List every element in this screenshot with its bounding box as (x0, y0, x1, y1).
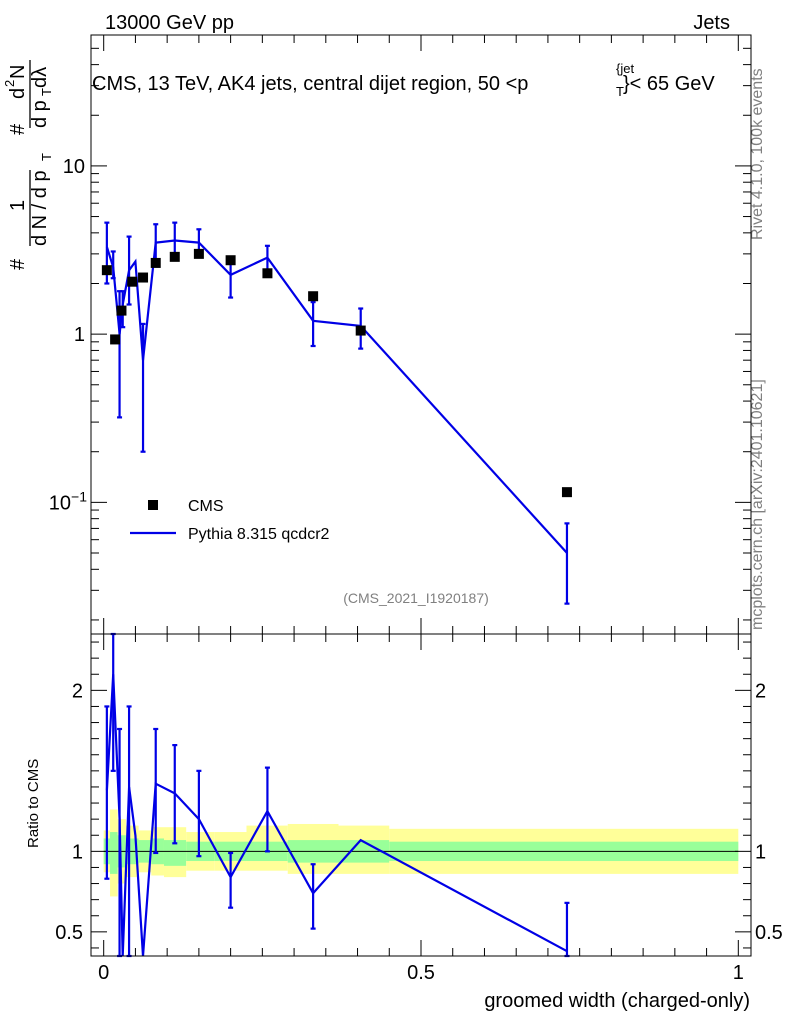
svg-text:dλ: dλ (29, 67, 51, 88)
svg-text:T: T (39, 88, 54, 96)
cms-data-point (127, 276, 138, 287)
cms-data-point (169, 251, 180, 262)
main-y-axis-label: # 1 d N / d p T # d 2 N d p T dλ (2, 60, 54, 270)
header-left: 13000 GeV pp (105, 12, 234, 34)
svg-text:#: # (7, 123, 29, 135)
main-y-tick-labels: 10−1 1 10 (49, 156, 87, 514)
legend-cms-marker (148, 500, 158, 510)
x-axis-label: groomed width (charged-only) (484, 990, 750, 1012)
x-tick-labels: 0 0.5 1 (98, 962, 744, 984)
svg-text:d: d (7, 88, 29, 99)
ratio-error-bars (104, 632, 570, 958)
ratio-y-axis-label: Ratio to CMS (25, 759, 42, 848)
main-axis-ticks (91, 34, 751, 634)
ratio-y-tick-labels: 0.5 0.5 1 1 2 2 (55, 680, 783, 944)
header-right: Jets (693, 12, 730, 34)
svg-text:1: 1 (7, 200, 29, 211)
analysis-tag: (CMS_2021_I1920187) (343, 590, 489, 606)
cms-data-point (225, 255, 236, 266)
ratio-axis-ticks (91, 634, 751, 956)
ratio-y-tick-label-right: 2 (755, 680, 766, 702)
ratio-y-tick-label-right: 1 (755, 841, 766, 863)
main-y-tick-label: 1 (74, 324, 85, 346)
cms-data-point (262, 268, 273, 279)
title-tail: }< 65 GeV (623, 73, 715, 95)
ratio-y-tick-label-left: 2 (72, 680, 83, 702)
cms-data-markers (101, 248, 572, 498)
svg-text:2: 2 (2, 80, 17, 87)
svg-text:d N / d p: d N / d p (29, 170, 51, 246)
ratio-y-tick-label-right: 0.5 (755, 922, 783, 944)
cms-data-point (150, 257, 161, 268)
cms-data-point (116, 305, 127, 316)
ratio-mc-line (105, 674, 568, 957)
main-plot-frame (90, 34, 752, 635)
ratio-y-tick-label-left: 0.5 (55, 922, 83, 944)
cms-data-point (110, 334, 121, 345)
main-y-tick-label: 10 (63, 156, 85, 178)
ratio-y-tick-label-left: 1 (72, 841, 83, 863)
x-tick-label: 0 (98, 962, 109, 984)
svg-text:N: N (7, 65, 29, 79)
legend-mc-label: Pythia 8.315 qcdcr2 (188, 526, 330, 543)
cms-data-point (193, 248, 204, 259)
legend: CMS Pythia 8.315 qcdcr2 (130, 498, 330, 543)
svg-text:#: # (7, 258, 29, 270)
x-tick-label: 0.5 (407, 962, 435, 984)
inner-uncertainty-band (163, 840, 187, 866)
title-superscript: {jet (616, 61, 634, 76)
legend-cms-label: CMS (188, 498, 224, 515)
main-y-tick-label: 10−1 (49, 488, 87, 514)
x-tick-label: 1 (733, 962, 744, 984)
cms-data-point (308, 291, 319, 302)
mc-error-bars (104, 221, 570, 605)
mc-line (105, 239, 568, 554)
ratio-plot-frame (90, 633, 752, 957)
cms-data-point (101, 265, 112, 276)
rivet-version-label: Rivet 4.1.0, 100k events (749, 68, 766, 240)
mcplots-label: mcplots.cern.ch [arXiv:2401.10621] (749, 379, 766, 630)
svg-text:d p: d p (29, 100, 51, 128)
inner-uncertainty-band (110, 832, 118, 874)
cms-data-point (355, 325, 366, 336)
svg-text:T: T (39, 153, 54, 161)
plot-title: CMS, 13 TeV, AK4 jets, central dijet reg… (92, 73, 528, 95)
cms-data-point (561, 487, 572, 498)
title-subscript: T (616, 84, 624, 99)
cms-data-point (138, 272, 149, 283)
